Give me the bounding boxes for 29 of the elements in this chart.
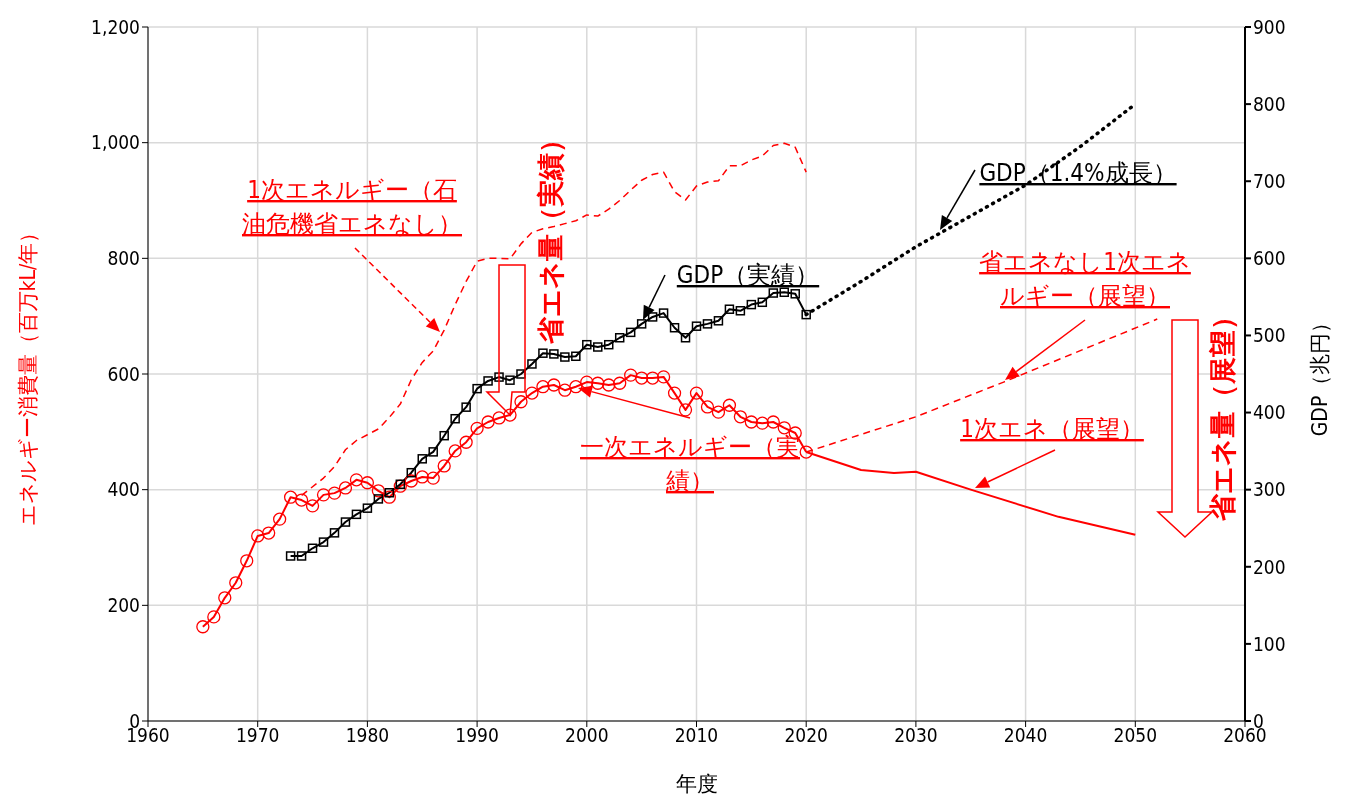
- y-tick-label: 600: [107, 362, 140, 385]
- x-tick-label: 1990: [455, 724, 499, 747]
- x-tick-label: 1980: [345, 724, 390, 747]
- y2-tick-label: 800: [1253, 92, 1286, 115]
- y2-tick-label: 600: [1253, 247, 1286, 270]
- x-tick-label: 2050: [1113, 724, 1158, 747]
- y-axis-title: エネルギー消費量（百万kL/年）: [16, 221, 41, 527]
- y-tick-label: 800: [107, 247, 140, 270]
- x-tick-label: 2040: [1003, 724, 1048, 747]
- y-tick-label: 200: [107, 594, 140, 617]
- x-tick-label: 2020: [784, 724, 828, 747]
- y-tick-label: 1,000: [91, 131, 140, 154]
- y2-tick-label: 200: [1253, 555, 1286, 578]
- x-axis-title: 年度: [675, 772, 718, 796]
- annotation: 省エネ量（展望）: [1207, 303, 1238, 522]
- y-tick-label: 1,200: [91, 15, 140, 38]
- y2-tick-label: 300: [1253, 478, 1286, 501]
- x-tick-label: 2000: [565, 724, 609, 747]
- x-tick-label: 1970: [235, 724, 280, 747]
- y2-tick-label: 900: [1253, 15, 1286, 38]
- y2-tick-label: 700: [1253, 169, 1286, 192]
- annotation: 省エネ量（実績）: [535, 126, 567, 346]
- y2-tick-label: 400: [1253, 401, 1286, 424]
- x-tick-label: 2010: [674, 724, 719, 747]
- y2-tick-label: 100: [1253, 632, 1286, 655]
- y2-axis-title: GDP（兆円）: [1308, 311, 1333, 437]
- y-tick-label: 400: [107, 478, 140, 501]
- y2-tick-label: 500: [1253, 324, 1286, 347]
- x-tick-label: 2030: [894, 724, 938, 747]
